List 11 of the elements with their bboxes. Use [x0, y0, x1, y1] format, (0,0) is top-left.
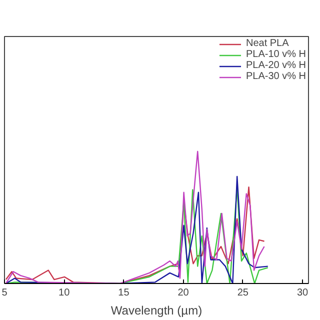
x-tick-label: 5: [2, 288, 8, 298]
legend-label: PLA-10 v% H: [246, 49, 306, 60]
x-axis-title: Wavelength (µm): [110, 304, 202, 318]
x-tick-label: 15: [118, 288, 130, 298]
legend-label: Neat PLA: [246, 38, 289, 49]
legend-label: PLA-20 v% H: [246, 60, 306, 71]
legend-label: PLA-30 v% H: [246, 71, 306, 82]
x-tick-label: 10: [58, 288, 70, 298]
x-tick-label: 20: [178, 288, 190, 298]
x-tick-label: 25: [237, 288, 249, 298]
x-tick-label: 30: [296, 288, 309, 298]
